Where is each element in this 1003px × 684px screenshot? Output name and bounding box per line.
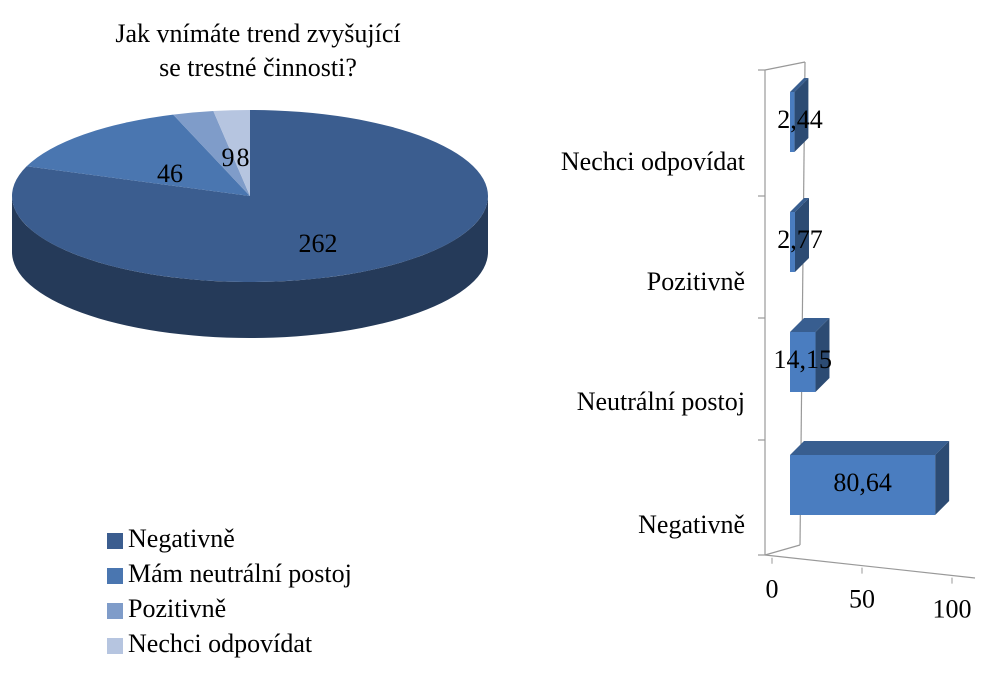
bar-top [790, 318, 830, 332]
pie-slice [173, 111, 250, 196]
data-label: 14,15 [773, 345, 832, 374]
bar [790, 92, 795, 152]
legend-swatch [107, 638, 123, 654]
legend-label: Nechci odpovídat [128, 629, 313, 658]
title-line: Jak vnímáte trend zvyšující [115, 19, 400, 48]
bar-top [790, 441, 950, 455]
x-tick-label: 50 [849, 585, 875, 614]
y-tick-label: Nechci odpovídat [561, 147, 746, 176]
pie-slice [213, 110, 250, 196]
bar-top [790, 78, 809, 92]
data-label: 2,44 [777, 105, 823, 134]
bar-side [815, 318, 830, 392]
x-tick-label: 100 [933, 595, 972, 624]
data-label: 8 [237, 143, 250, 172]
y-tick-label: Pozitivně [647, 267, 745, 296]
data-label: 2,77 [777, 225, 823, 254]
legend-swatch [107, 533, 123, 549]
y-tick-label: Neutrální postoj [577, 387, 745, 416]
legend-label: Pozitivně [128, 594, 226, 623]
legend-label: Mám neutrální postoj [128, 559, 352, 588]
legend-swatch [107, 568, 123, 584]
pie-side [12, 196, 488, 338]
title-line: se trestné činnosti? [159, 53, 357, 82]
bar-side [794, 198, 809, 272]
data-label: 80,64 [833, 468, 892, 497]
data-label: 9 [222, 143, 235, 172]
bar-top [790, 198, 809, 212]
bar [790, 455, 936, 515]
y-tick-label: Negativně [638, 510, 745, 539]
data-label: 46 [157, 159, 183, 188]
bar-frame [758, 61, 976, 579]
pie-slice [26, 114, 250, 196]
legend-label: Negativně [128, 524, 235, 553]
bar [790, 332, 816, 392]
bar-side [794, 78, 809, 152]
bar [790, 212, 795, 272]
pie-title: Jak vnímáte trend zvyšující se trestné či… [115, 19, 400, 82]
x-tick-label: 0 [766, 575, 779, 604]
legend-swatch [107, 603, 123, 619]
bar-side [935, 441, 950, 515]
data-label: 262 [299, 229, 338, 258]
